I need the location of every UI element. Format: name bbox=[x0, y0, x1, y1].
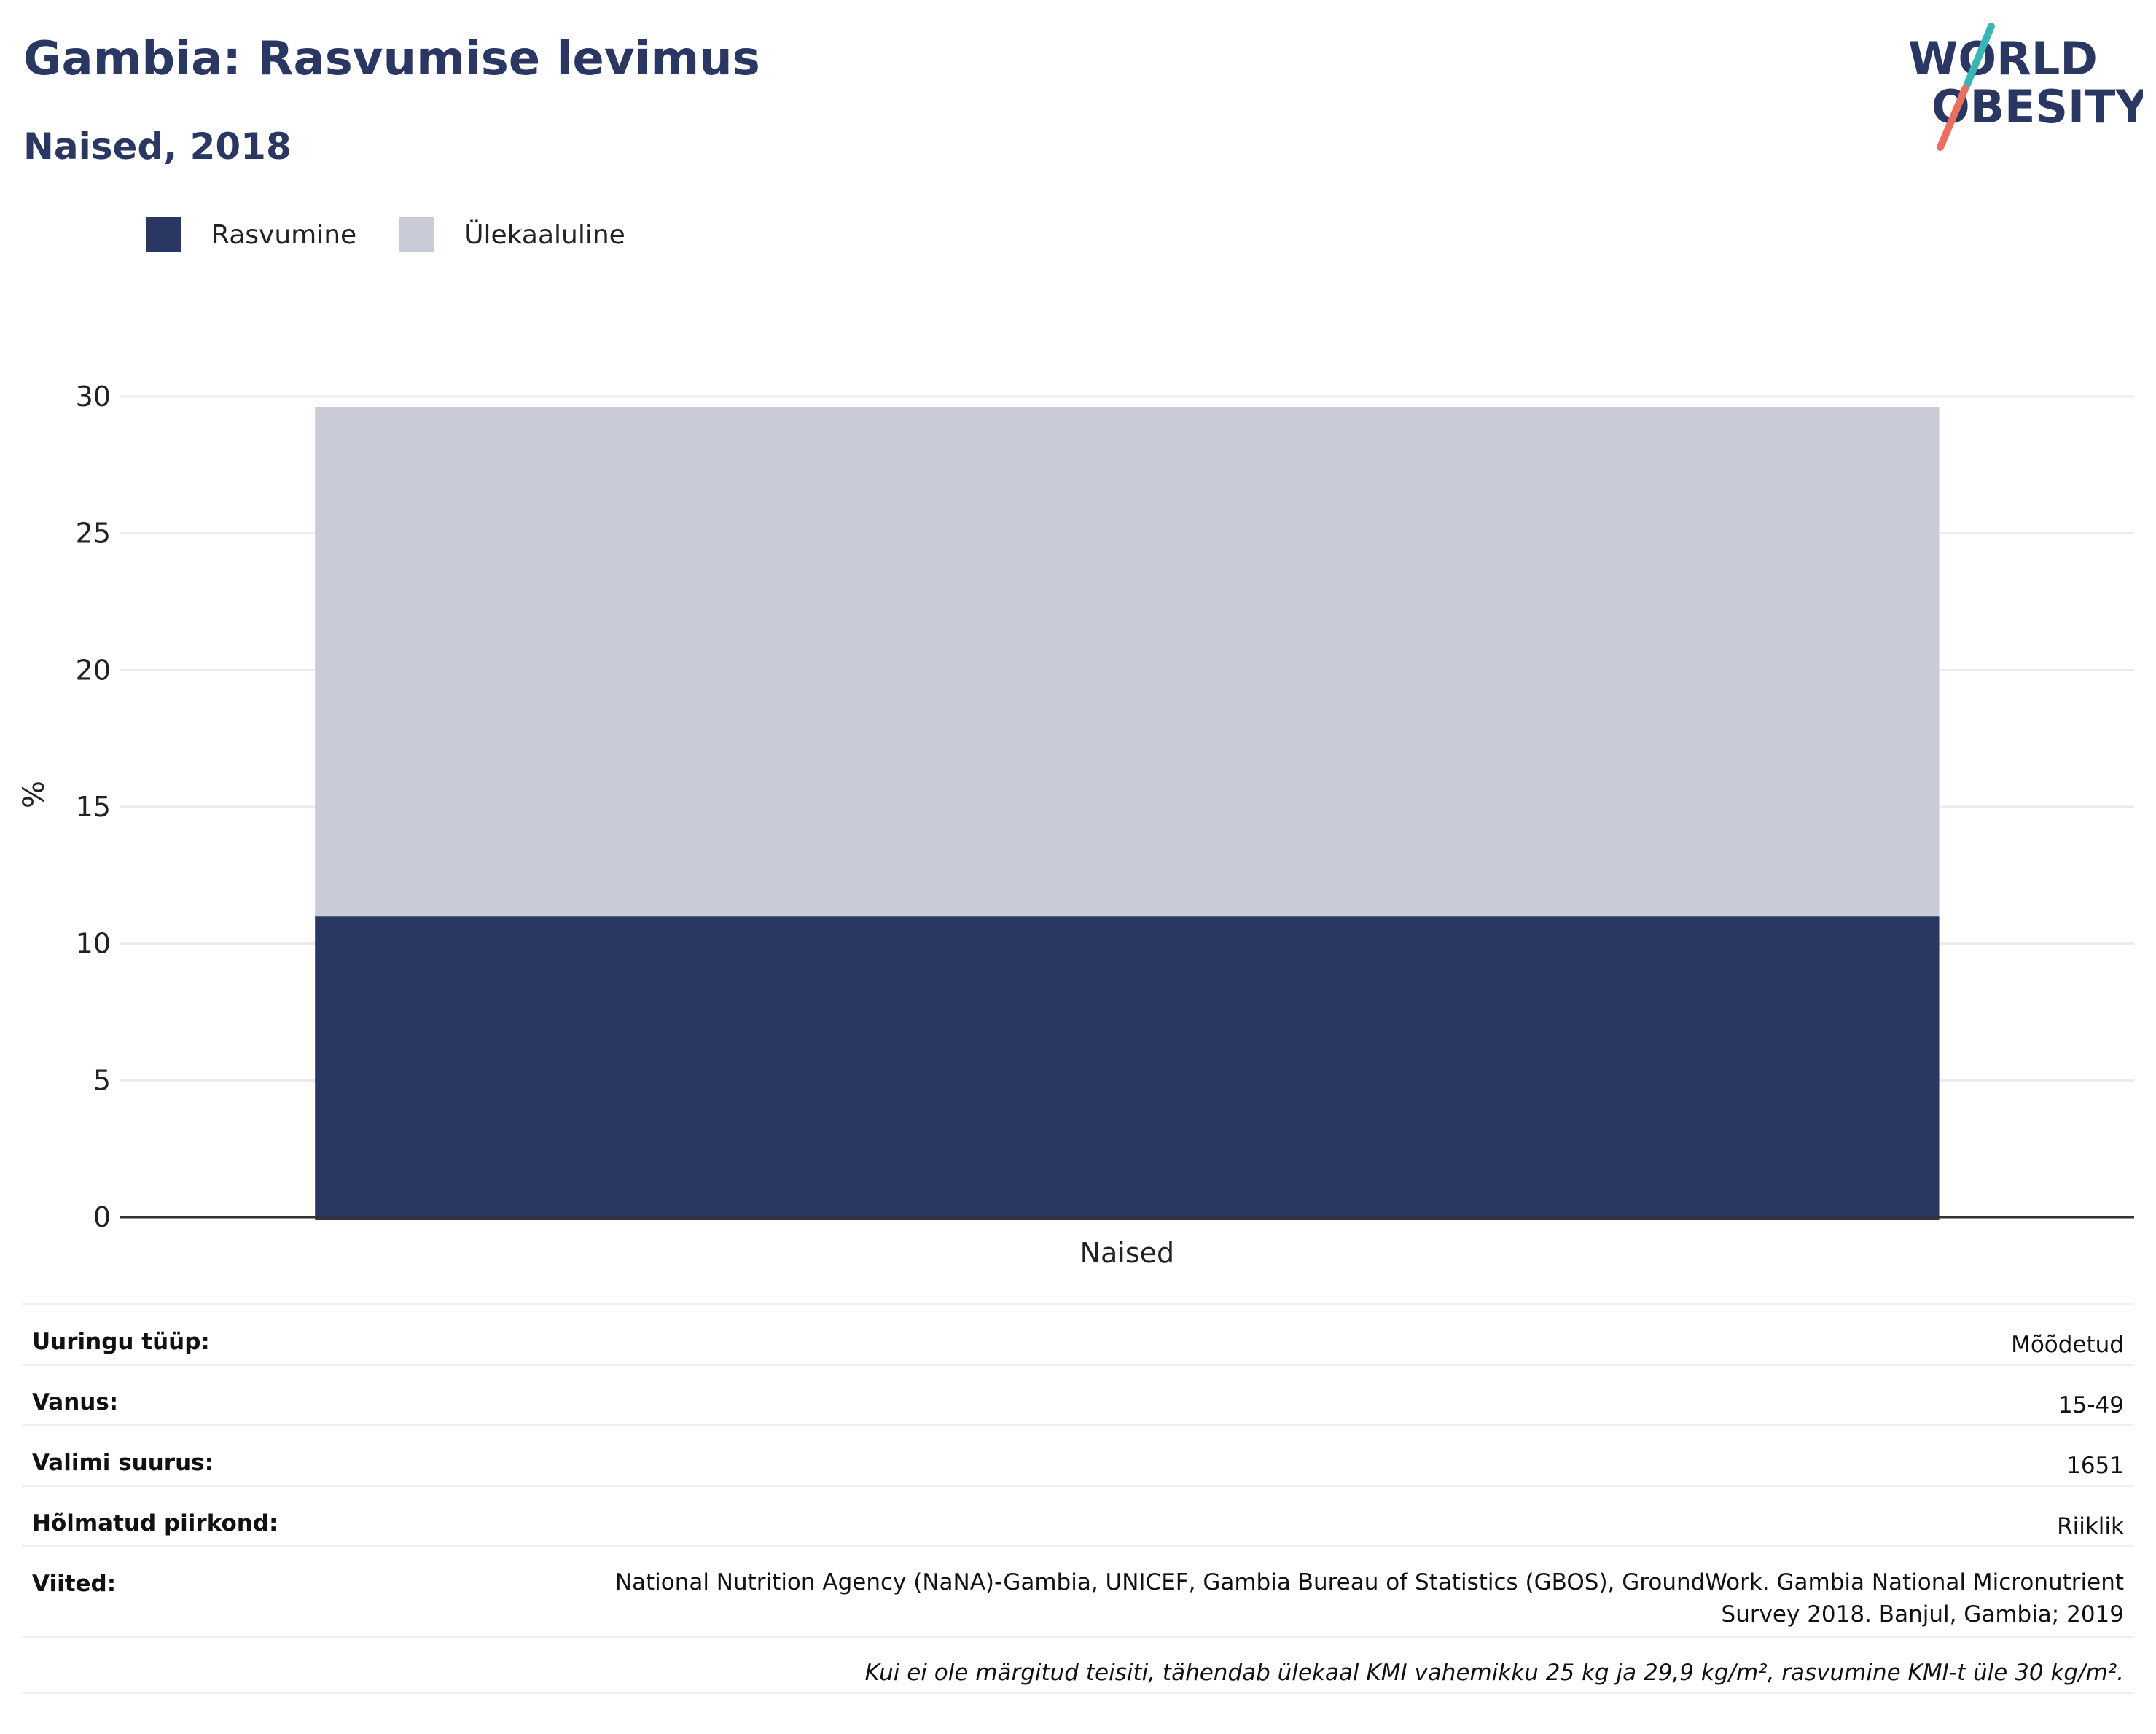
y-tick-label: 25 bbox=[76, 518, 111, 550]
info-row-sample-size: Valimi suurus: 1651 bbox=[22, 1424, 2134, 1485]
info-row-survey-type: Uuringu tüüp: Mõõdetud bbox=[22, 1303, 2134, 1364]
info-label: Hõlmatud piirkond: bbox=[32, 1510, 278, 1536]
info-value: 1651 bbox=[2066, 1453, 2124, 1479]
info-value: 15-49 bbox=[2058, 1392, 2124, 1418]
y-tick-label: 15 bbox=[76, 791, 111, 823]
y-tick-label: 10 bbox=[76, 928, 111, 960]
info-value: Mõõdetud bbox=[2011, 1332, 2124, 1358]
info-row-coverage: Hõlmatud piirkond: Riiklik bbox=[22, 1485, 2134, 1545]
legend-item-overweight[interactable]: Ülekaaluline bbox=[399, 217, 625, 252]
y-tick-label: 0 bbox=[93, 1201, 111, 1233]
references-text: National Nutrition Agency (NaNA)-Gambia,… bbox=[614, 1569, 2124, 1628]
chart-title: Gambia: Rasvumise levimus bbox=[23, 32, 760, 86]
bar-obesity bbox=[315, 916, 1940, 1220]
chart-subtitle: Naised, 2018 bbox=[23, 125, 292, 168]
info-label: Viited: bbox=[32, 1571, 117, 1597]
info-value: Riiklik bbox=[2057, 1513, 2124, 1539]
logo-slash-coral bbox=[1937, 85, 1969, 151]
y-tick-label: 20 bbox=[76, 654, 111, 686]
world-obesity-logo: WORLD OBESITY bbox=[1908, 23, 2143, 151]
chart-legend: Rasvumine Ülekaaluline bbox=[146, 217, 668, 252]
info-label: Vanus: bbox=[32, 1389, 119, 1415]
info-row-age: Vanus: 15-49 bbox=[22, 1364, 2134, 1424]
x-tick-label: Naised bbox=[1080, 1237, 1175, 1269]
footnote: Kui ei ole märgitud teisiti, tähendab ül… bbox=[22, 1636, 2134, 1694]
y-tick-label: 5 bbox=[93, 1064, 111, 1096]
legend-label-overweight: Ülekaaluline bbox=[464, 219, 625, 250]
legend-label-obesity: Rasvumine bbox=[211, 219, 357, 250]
legend-swatch-overweight bbox=[399, 217, 434, 252]
legend-item-obesity[interactable]: Rasvumine bbox=[146, 217, 356, 252]
info-table: Uuringu tüüp: Mõõdetud Vanus: 15-49 Vali… bbox=[22, 1303, 2134, 1694]
info-row-references: Viited: National Nutrition Agency (NaNA)… bbox=[22, 1545, 2134, 1636]
legend-swatch-obesity bbox=[146, 217, 181, 252]
y-axis-label: % bbox=[17, 781, 51, 808]
y-tick-label: 30 bbox=[76, 380, 111, 413]
logo-line-world: WORLD bbox=[1908, 32, 2098, 85]
bar-overweight bbox=[315, 407, 1940, 917]
stacked-bar-chart: 0 5 10 15 20 25 30 Naised% bbox=[17, 380, 2134, 1269]
logo-slash-teal bbox=[1963, 23, 1995, 90]
info-label: Uuringu tüüp: bbox=[32, 1329, 210, 1355]
info-label: Valimi suurus: bbox=[32, 1450, 214, 1476]
